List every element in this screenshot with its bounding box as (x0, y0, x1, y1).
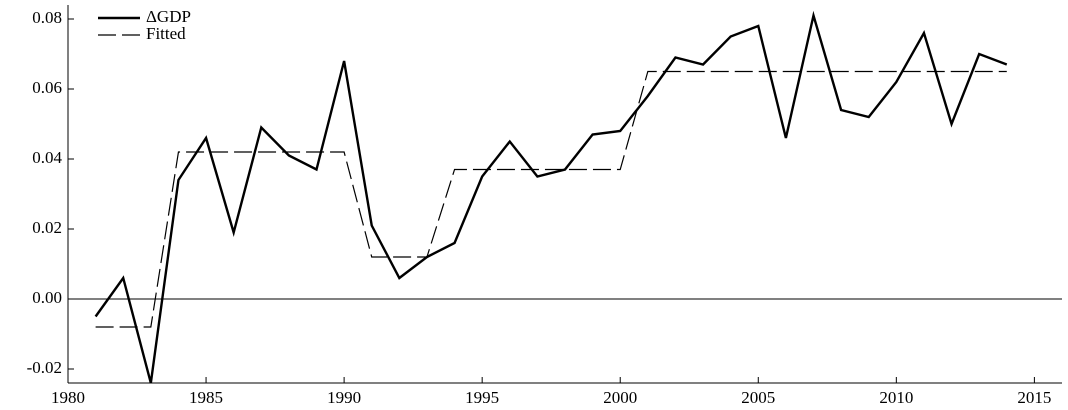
series-line (95, 70, 1007, 328)
x-tick-label: 1990 (327, 388, 361, 407)
x-tick-label: 2005 (741, 388, 775, 407)
y-tick-label: 0.04 (32, 148, 62, 167)
y-tick-label: 0.08 (32, 8, 62, 27)
x-tick-label: 1995 (465, 388, 499, 407)
y-tick-label: 0.06 (32, 78, 62, 97)
y-tick-label: 0.02 (32, 218, 62, 237)
y-tick-label: 0.00 (32, 288, 62, 307)
legend-label: ΔGDP (146, 7, 191, 26)
legend-label: Fitted (146, 24, 186, 43)
x-tick-label: 1980 (51, 388, 85, 407)
x-tick-label: 2015 (1017, 388, 1051, 407)
x-tick-label: 2000 (603, 388, 637, 407)
x-tick-label: 1985 (189, 388, 223, 407)
x-tick-label: 2010 (879, 388, 913, 407)
y-tick-label: -0.02 (27, 358, 62, 377)
series-line (94, 10, 1008, 384)
